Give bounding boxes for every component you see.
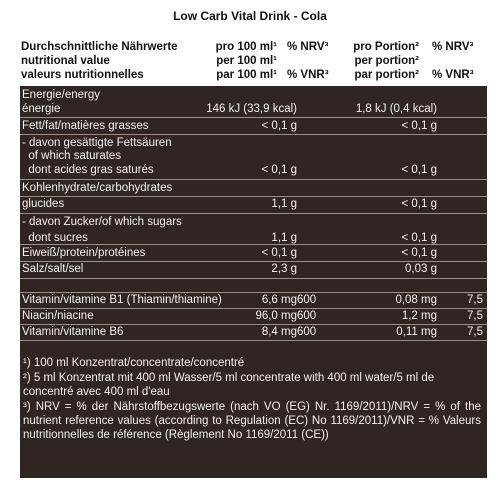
row-label: Vitamin/vitamine B6: [22, 326, 124, 338]
header-nrv100-mid: [287, 54, 329, 68]
row-value-portion: 0,11 mg: [396, 326, 437, 338]
row-separator: [20, 340, 487, 341]
row-separator: [20, 308, 487, 309]
nutrition-table: Energie/energy énergie 146 kJ (33,9 kcal) 1…: [20, 86, 487, 478]
row-separator: [20, 117, 487, 118]
header-portion-column: pro Portion² per portion² par portion²: [330, 40, 419, 82]
row-value-portion: < 0,1 g: [401, 120, 438, 132]
header-per100-column: pro 100 ml¹ per 100 ml¹ par 100 ml¹: [180, 40, 277, 82]
row-separator: [20, 261, 487, 262]
row-value-per100: < 0,1 g: [261, 164, 298, 176]
row-label: Kohlenhydrate/carbohydrates: [22, 182, 173, 194]
row-label: glucides: [22, 198, 65, 210]
row-value-per100: 2,3 g: [271, 263, 297, 275]
footnote-1: ¹) 100 ml Konzentrat/concentrate/concent…: [23, 357, 245, 369]
header-nrvportion-bottom: % VNR³: [432, 69, 474, 81]
row-label: Energie/energy: [22, 89, 100, 101]
row-value-portion: < 0,1 g: [401, 164, 438, 176]
row-label: Salz/salt/sel: [22, 263, 84, 275]
header-per100-de: pro 100 ml¹: [215, 41, 277, 53]
row-value-per100: 8,4 mg: [261, 326, 297, 338]
row-value-per100: 146 kJ (33,9 kcal): [206, 103, 297, 115]
row-value-portion: 0,03 g: [405, 263, 437, 275]
row-value-portion: < 0,1 g: [401, 198, 438, 210]
header-nrv100-top: % NRV³: [287, 41, 329, 53]
row-separator: [20, 278, 487, 279]
row-label: dont acides gras saturés: [22, 164, 154, 176]
footnote-2: ²) 5 ml Konzentrat mit 400 ml Wasser/5 m…: [23, 372, 435, 398]
row-nrv-portion: 7,5: [467, 310, 483, 322]
row-value-per100: 1,1 g: [271, 198, 297, 210]
row-nrv-per100: 600: [297, 326, 317, 338]
row-label: énergie: [22, 103, 61, 115]
header-label-en: nutritional value: [21, 55, 110, 67]
header-portion-en: per portion²: [354, 55, 419, 67]
header-portion-de: pro Portion²: [353, 41, 419, 53]
row-label: Vitamin/vitamine B1 (Thiamin/thiamine): [22, 294, 222, 306]
row-value-portion: 1,2 mg: [401, 310, 437, 322]
header-label-fr: valeurs nutritionnelles: [21, 69, 144, 81]
footnote-3: ³) NRV = % der Nährstoffbezugswerte (nac…: [23, 401, 481, 441]
row-nrv-portion: 7,5: [467, 294, 483, 306]
header-label-column: Durchschnittliche Nährwerte nutritional …: [21, 40, 178, 82]
row-separator: [20, 244, 487, 245]
header-portion-fr: par portion²: [354, 69, 419, 81]
row-label: of which saturates: [22, 150, 122, 162]
row-value-per100: < 0,1 g: [261, 120, 298, 132]
row-value-portion: < 0,1 g: [401, 232, 438, 244]
header-nrvportion-top: % NRV³: [432, 41, 474, 53]
row-nrv-per100: 600: [297, 310, 317, 322]
header-nrvportion-column: % NRV³ % VNR³: [432, 40, 474, 82]
row-value-per100: < 0,1 g: [261, 247, 298, 259]
row-nrv-portion: 7,5: [467, 326, 483, 338]
header-label-de: Durchschnittliche Nährwerte: [21, 41, 178, 53]
row-separator: [20, 179, 487, 180]
row-value-portion: 1,8 kJ (0,4 kcal): [355, 103, 437, 115]
row-label: Fett/fat/matières grasses: [22, 120, 149, 132]
header-per100-en: per 100 ml¹: [216, 55, 277, 67]
product-title: Low Carb Vital Drink - Cola: [173, 9, 327, 23]
row-value-per100: 6,6 mg: [261, 294, 297, 306]
row-separator: [20, 134, 487, 135]
row-separator: [20, 324, 487, 325]
row-value-portion: 0,08 mg: [395, 294, 437, 306]
header-nrvportion-mid: [432, 54, 474, 68]
row-label: - davon Zucker/of which sugars: [22, 216, 182, 228]
row-value-portion: < 0,1 g: [401, 247, 438, 259]
row-label: - davon gesättigte Fettsäuren: [22, 137, 172, 149]
header-per100-fr: par 100 ml¹: [216, 69, 277, 81]
row-label: dont sucres: [22, 232, 88, 244]
row-separator: [20, 196, 487, 197]
row-label: Niacin/niacine: [22, 310, 94, 322]
row-label: Eiweiß/protein/protéines: [22, 247, 146, 259]
header-nrv100-column: % NRV³ % VNR³: [287, 40, 329, 82]
header-nrv100-bottom: % VNR³: [287, 69, 329, 81]
row-value-per100: 96,0 mg: [255, 310, 297, 322]
row-value-per100: 1,1 g: [271, 232, 297, 244]
row-nrv-per100: 600: [297, 294, 317, 306]
row-separator: [20, 292, 487, 293]
row-separator: [20, 213, 487, 214]
